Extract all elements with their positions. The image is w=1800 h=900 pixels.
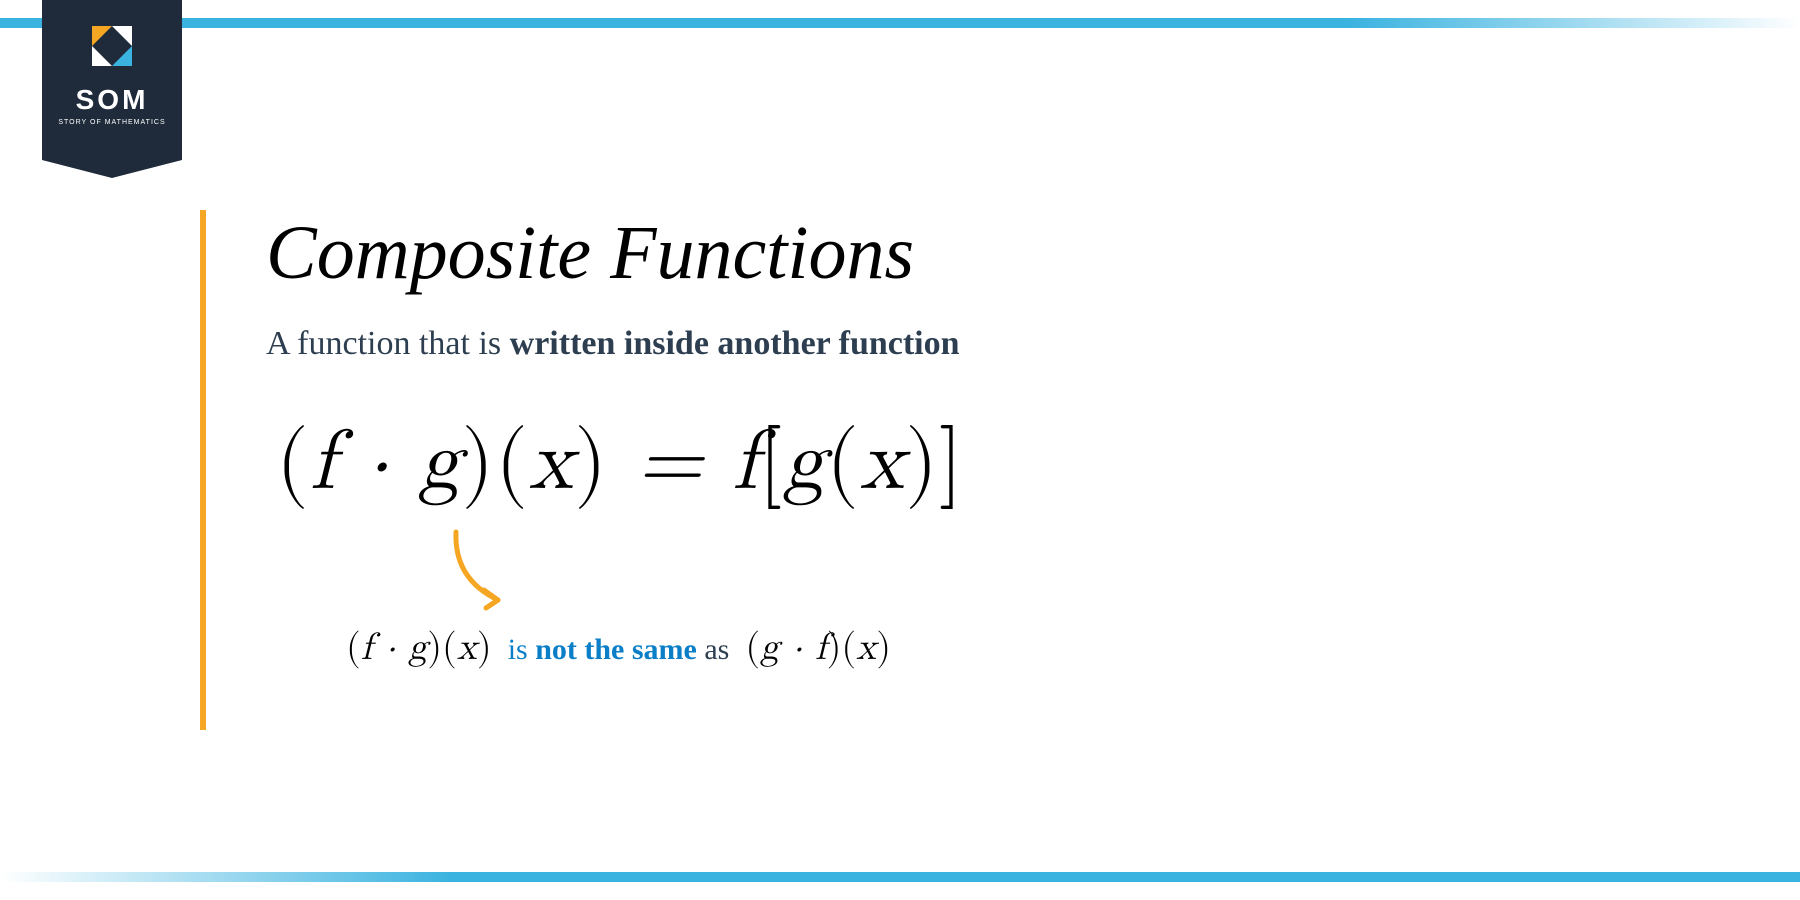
top-decorative-bar — [0, 18, 1800, 28]
subtitle-bold: written inside another function — [510, 325, 960, 362]
brand-subtext: STORY OF MATHEMATICS — [58, 119, 165, 126]
brand-text: SOM — [76, 84, 149, 116]
accent-vertical-bar — [200, 210, 206, 730]
note-bold: not the same — [535, 633, 697, 666]
note-as: as — [697, 633, 730, 666]
note-line: (f · g)(x) is not the same as (g · f)(x) — [346, 625, 963, 671]
main-equation: (f · g)(x) = f[g(x)] — [276, 413, 963, 514]
bottom-decorative-bar — [0, 872, 1800, 882]
note-left-expression: (f · g)(x) — [346, 625, 492, 671]
text-block: Composite Functions A function that is w… — [266, 210, 963, 730]
note-text: is not the same as — [508, 633, 730, 667]
main-content: Composite Functions A function that is w… — [200, 210, 963, 730]
brand-badge: SOM STORY OF MATHEMATICS — [42, 0, 182, 160]
note-right-expression: (g · f)(x) — [745, 625, 891, 671]
note-is: is — [508, 633, 536, 666]
subtitle-prefix: A function that is — [266, 325, 510, 362]
brand-icon — [86, 20, 138, 72]
subtitle: A function that is written inside anothe… — [266, 325, 963, 363]
arrow-icon — [436, 524, 963, 619]
page-title: Composite Functions — [266, 210, 963, 297]
